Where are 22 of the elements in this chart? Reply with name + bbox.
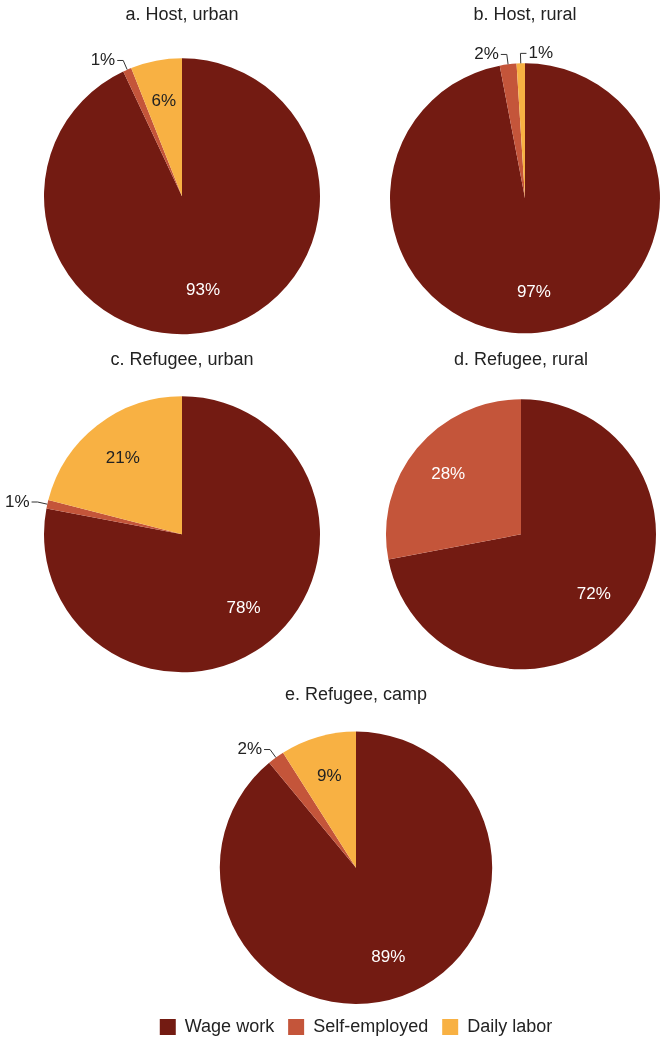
data-label: 72% <box>576 584 611 604</box>
data-label: 97% <box>516 282 551 302</box>
data-label: 28% <box>431 463 466 483</box>
data-label: 1% <box>4 491 30 511</box>
data-label: 93% <box>186 280 221 300</box>
chart-title: e. Refugee, camp <box>284 683 428 704</box>
chart-title: a. Host, urban <box>125 3 239 24</box>
data-label: 78% <box>226 598 261 618</box>
data-label: 9% <box>317 765 342 785</box>
data-label: 6% <box>151 91 177 111</box>
legend-label: Self-employed <box>313 1015 429 1036</box>
data-label: 2% <box>237 739 263 759</box>
data-label: 2% <box>474 44 499 64</box>
chart-title: d. Refugee, rural <box>453 348 589 369</box>
data-label: 1% <box>90 50 116 70</box>
chart-title: b. Host, rural <box>473 3 577 24</box>
legend-label: Daily labor <box>467 1015 553 1036</box>
data-label: 1% <box>528 43 554 63</box>
data-label: 89% <box>371 947 406 967</box>
data-label: 21% <box>105 447 140 467</box>
chart-title: c. Refugee, urban <box>110 348 254 369</box>
legend-label: Wage work <box>184 1015 276 1036</box>
